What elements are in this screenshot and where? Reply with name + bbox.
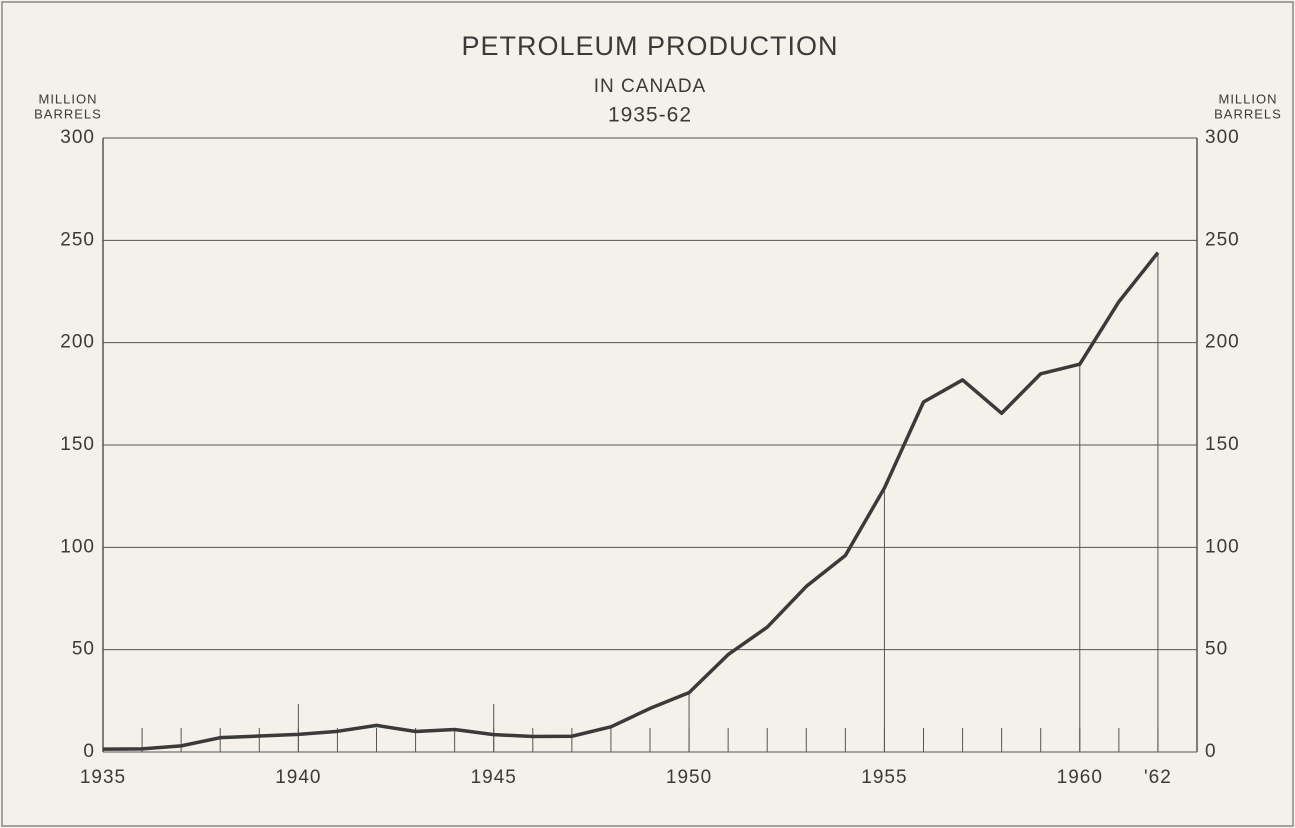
y2-tick-label: 200 xyxy=(1205,332,1240,353)
x-tick-label: 1945 xyxy=(471,767,517,788)
x-tick-label: 1950 xyxy=(666,767,712,788)
y2-tick-label: 250 xyxy=(1205,229,1240,250)
x-tick-label: 1955 xyxy=(861,767,907,788)
y-tick-label: 100 xyxy=(60,536,95,557)
y-tick-label: 250 xyxy=(60,229,95,250)
x-tick-label: 1935 xyxy=(80,767,126,788)
y-tick-label: 0 xyxy=(83,741,95,762)
chart-title: PETROLEUM PRODUCTION xyxy=(461,31,838,61)
y-tick-label: 150 xyxy=(60,434,95,455)
y2-tick-label: 300 xyxy=(1205,127,1240,148)
x-tick-label: '62 xyxy=(1144,767,1172,788)
x-tick-label: 1960 xyxy=(1057,767,1103,788)
y2-tick-label: 0 xyxy=(1205,741,1217,762)
y-tick-label: 300 xyxy=(60,127,95,148)
data-line xyxy=(102,251,1160,751)
y-axis-label: BARRELS xyxy=(34,106,102,121)
x-tick-label: 1940 xyxy=(275,767,321,788)
y2-tick-label: 150 xyxy=(1205,434,1240,455)
y2-tick-label: 100 xyxy=(1205,536,1240,557)
y-tick-label: 50 xyxy=(72,639,95,660)
chart-period: 1935-62 xyxy=(608,104,692,127)
y2-tick-label: 50 xyxy=(1205,639,1228,660)
y-axis-label: MILLION xyxy=(38,91,97,106)
y-tick-label: 200 xyxy=(60,332,95,353)
chart-subtitle: IN CANADA xyxy=(594,76,706,97)
y2-axis-label: BARRELS xyxy=(1214,106,1282,121)
y2-axis-label: MILLION xyxy=(1218,91,1277,106)
